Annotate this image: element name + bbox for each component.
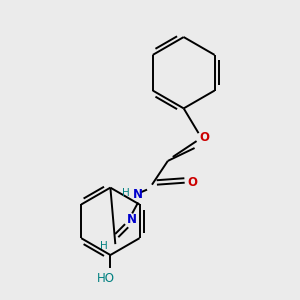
Text: H: H: [100, 241, 107, 251]
Text: HO: HO: [96, 272, 114, 285]
Text: N: N: [133, 188, 143, 201]
Text: H: H: [122, 188, 130, 198]
Text: O: O: [200, 130, 209, 144]
Text: N: N: [127, 213, 137, 226]
Text: O: O: [188, 176, 198, 189]
